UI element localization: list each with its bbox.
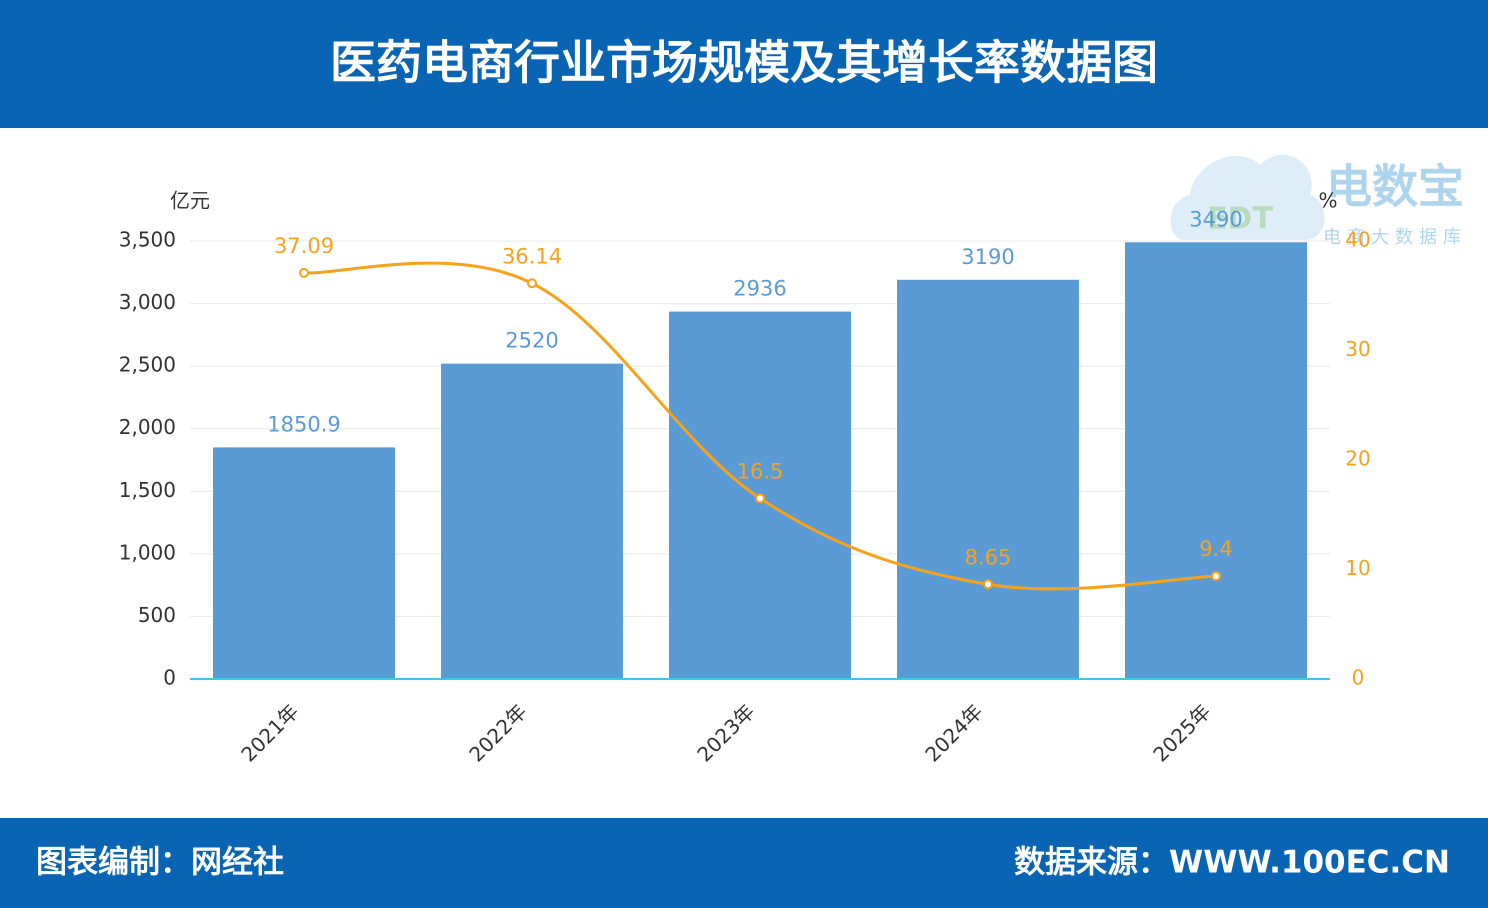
footer-left: 图表编制：网经社 bbox=[36, 845, 284, 881]
bar-value-label: 2936 bbox=[733, 277, 786, 301]
bar-value-label: 2520 bbox=[505, 329, 558, 353]
footer-right: 数据来源：WWW.100EC.CN bbox=[1014, 845, 1450, 881]
line-point bbox=[755, 493, 765, 504]
y2-tick-label: 0 bbox=[1352, 666, 1365, 690]
y2-axis-label: % bbox=[1318, 189, 1337, 213]
bar bbox=[897, 279, 1079, 679]
y-tick-label: 3,500 bbox=[119, 228, 176, 252]
line-value-label: 37.09 bbox=[274, 234, 334, 258]
bar bbox=[1125, 242, 1307, 679]
bar bbox=[213, 447, 395, 679]
x-tick-label: 2024年 bbox=[920, 699, 987, 766]
line-point bbox=[1211, 571, 1221, 582]
y-axis-label: 亿元 bbox=[170, 189, 210, 213]
x-tick-label: 2021年 bbox=[236, 699, 303, 766]
x-tick-label: 2023年 bbox=[692, 699, 759, 766]
y-tick-label: 2,000 bbox=[119, 415, 176, 439]
y-tick-label: 1,000 bbox=[119, 540, 176, 564]
line-point bbox=[299, 267, 309, 278]
x-tick-label: 2022年 bbox=[464, 699, 531, 766]
line-value-label: 9.4 bbox=[1199, 537, 1232, 561]
footer-bar bbox=[0, 818, 1488, 908]
line-point bbox=[527, 278, 537, 289]
y2-tick-label: 30 bbox=[1345, 337, 1370, 361]
line-value-label: 36.14 bbox=[502, 244, 562, 268]
watermark-brand: 电数宝 bbox=[1326, 160, 1464, 214]
y-tick-label: 2,500 bbox=[119, 353, 176, 377]
y-tick-label: 0 bbox=[163, 666, 176, 690]
y2-tick-label: 20 bbox=[1345, 447, 1370, 471]
line bbox=[303, 261, 1217, 591]
bar-value-label: 1850.9 bbox=[267, 412, 340, 436]
watermark-logo: EDT bbox=[1207, 202, 1273, 237]
watermark: EDT 电数宝 电商大数据库 bbox=[1170, 154, 1467, 248]
line-point bbox=[983, 579, 993, 590]
bar-value-label: 3190 bbox=[961, 245, 1014, 269]
y-tick-label: 1,500 bbox=[119, 478, 176, 502]
x-tick-label: 2025年 bbox=[1148, 699, 1215, 766]
header-bar bbox=[0, 0, 1488, 128]
line-value-label: 16.5 bbox=[737, 459, 784, 483]
y2-tick-label: 40 bbox=[1345, 228, 1370, 252]
line-value-label: 8.65 bbox=[965, 545, 1012, 569]
bar bbox=[441, 363, 623, 679]
y-tick-label: 500 bbox=[138, 603, 176, 627]
watermark-cloud bbox=[1170, 154, 1325, 240]
y-tick-label: 3,000 bbox=[119, 290, 176, 314]
page-title: 医药电商行业市场规模及其增长率数据图 bbox=[330, 36, 1158, 90]
bar-value-label: 3490 bbox=[1189, 207, 1242, 231]
watermark-sub: 电商大数据库 bbox=[1323, 227, 1467, 248]
y2-tick-label: 10 bbox=[1345, 556, 1370, 580]
